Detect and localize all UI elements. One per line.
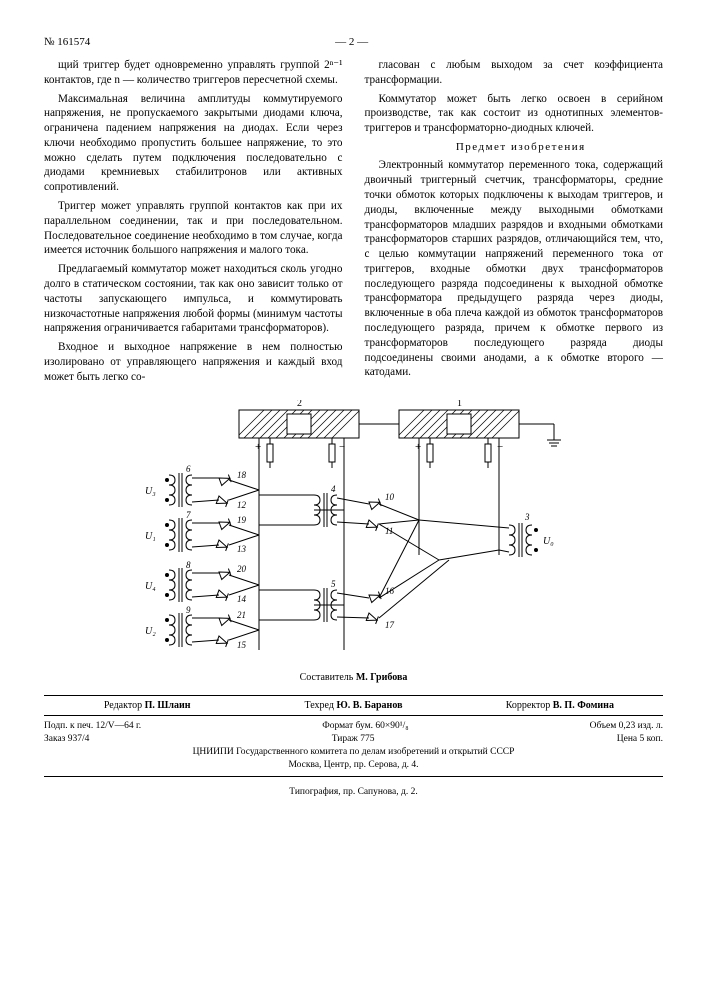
transformer-8	[165, 568, 192, 602]
svg-text:20: 20	[237, 564, 247, 574]
svg-text:11: 11	[385, 526, 393, 536]
svg-text:17: 17	[385, 620, 395, 630]
svg-text:U₂: U₂	[145, 626, 156, 637]
svg-text:6: 6	[186, 464, 191, 474]
trigger-block-2	[234, 400, 370, 440]
svg-text:5: 5	[331, 579, 336, 589]
para: Коммутатор может быть легко освоен в сер…	[365, 92, 664, 136]
svg-text:13: 13	[237, 544, 247, 554]
credits-row: Редактор П. Шлаин Техред Ю. В. Баранов К…	[44, 695, 663, 716]
svg-text:9: 9	[186, 605, 191, 615]
svg-text:3: 3	[524, 512, 530, 522]
transformer-6	[165, 473, 192, 507]
section-title: Предмет изобретения	[365, 140, 664, 155]
para: Предлагаемый коммутатор может находиться…	[44, 262, 343, 336]
meta-block: Подп. к печ. 12/V—64 г. Формат бум. 60×9…	[44, 720, 663, 771]
svg-text:21: 21	[237, 610, 246, 620]
transformer-3	[509, 523, 538, 557]
doc-number: № 161574	[44, 36, 90, 48]
svg-text:15: 15	[237, 640, 247, 650]
svg-text:+: +	[255, 441, 261, 453]
svg-text:18: 18	[237, 470, 247, 480]
svg-text:2: 2	[297, 400, 302, 409]
trigger-block-1	[394, 400, 530, 440]
para: Электронный коммутатор переменного тока,…	[365, 158, 664, 380]
para: Триггер может управлять группой контакто…	[44, 199, 343, 258]
svg-text:16: 16	[385, 586, 395, 596]
svg-text:+: +	[415, 441, 421, 453]
svg-text:−: −	[497, 441, 503, 453]
circuit-figure: 2 1 + − + −	[139, 400, 569, 660]
svg-text:U₁: U₁	[145, 531, 156, 542]
compiler-line: Составитель М. Грибова	[44, 672, 663, 683]
svg-text:14: 14	[237, 594, 247, 604]
page-number: — 2 —	[335, 36, 368, 48]
svg-text:1: 1	[457, 400, 462, 409]
para: гласован с любым выходом за счет коэффиц…	[365, 58, 664, 88]
para: Входное и выходное напряжение в нем полн…	[44, 340, 343, 384]
para: Максимальная величина амплитуды коммутир…	[44, 92, 343, 195]
svg-text:U₄: U₄	[145, 581, 156, 592]
transformer-9	[165, 613, 192, 647]
footer: Типография, пр. Сапунова, д. 2.	[44, 787, 663, 797]
para: щий триггер будет одновременно управлять…	[44, 58, 343, 88]
svg-text:12: 12	[237, 500, 247, 510]
body-columns: щий триггер будет одновременно управлять…	[44, 58, 663, 386]
svg-text:10: 10	[385, 492, 395, 502]
svg-text:7: 7	[186, 510, 191, 520]
svg-text:U₃: U₃	[145, 486, 156, 497]
svg-text:8: 8	[186, 560, 191, 570]
transformer-7	[165, 518, 192, 552]
svg-text:4: 4	[331, 484, 336, 494]
svg-text:U₀: U₀	[543, 536, 554, 547]
svg-text:19: 19	[237, 515, 247, 525]
